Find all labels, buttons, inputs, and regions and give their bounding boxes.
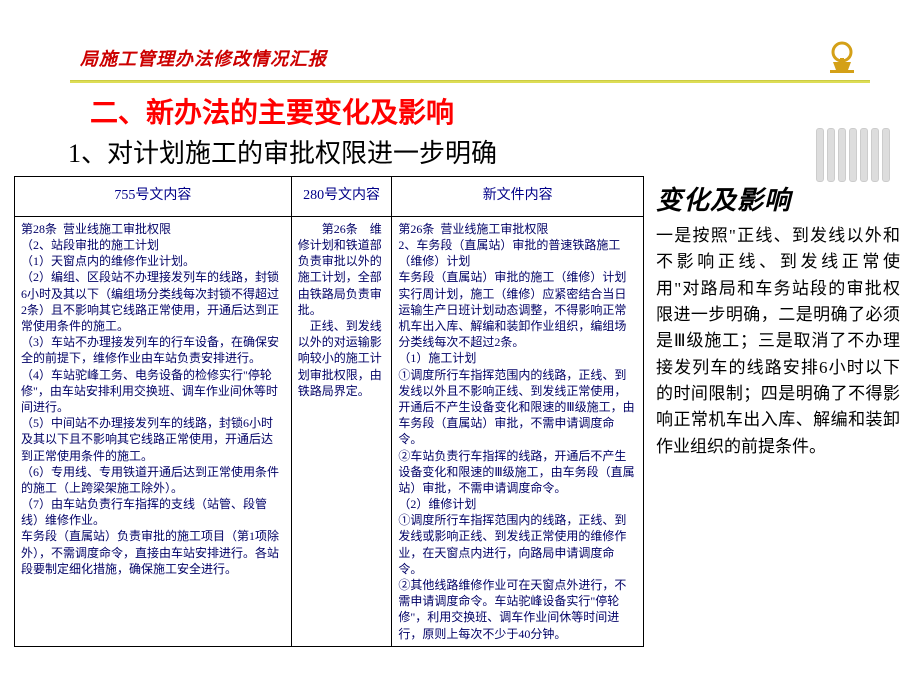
table-header: 新文件内容 [392, 177, 644, 217]
page-header-title: 局施工管理办法修改情况汇报 [80, 45, 327, 71]
side-heading: 变化及影响 [656, 180, 900, 217]
decorative-bars-icon [816, 128, 890, 182]
section-subtitle: 1、对计划施工的审批权限进一步明确 [68, 133, 920, 170]
header-divider [70, 80, 870, 83]
table-header: 280号文内容 [291, 177, 392, 217]
railway-logo-icon [824, 40, 860, 76]
table-cell: 第26条 营业线施工审批权限 2、车务段（直属站）审批的普速铁路施工（维修）计划… [392, 216, 644, 646]
table-cell: 第26条 维修计划和铁道部负责审批以外的施工计划，全部由铁路局负责审批。 正线、… [291, 216, 392, 646]
section-title: 二、新办法的主要变化及影响 [90, 91, 920, 131]
table-header: 755号文内容 [15, 177, 292, 217]
side-body-text: 一是按照"正线、到发线以外和不影响正线、到发线正常使用"对路局和车务站段的审批权… [656, 223, 900, 460]
table-row: 第28条 营业线施工审批权限 （2、站段审批的施工计划 （1）天窗点内的维修作业… [15, 216, 644, 646]
comparison-table: 755号文内容 280号文内容 新文件内容 第28条 营业线施工审批权限 （2、… [14, 176, 644, 647]
table-cell: 第28条 营业线施工审批权限 （2、站段审批的施工计划 （1）天窗点内的维修作业… [15, 216, 292, 646]
